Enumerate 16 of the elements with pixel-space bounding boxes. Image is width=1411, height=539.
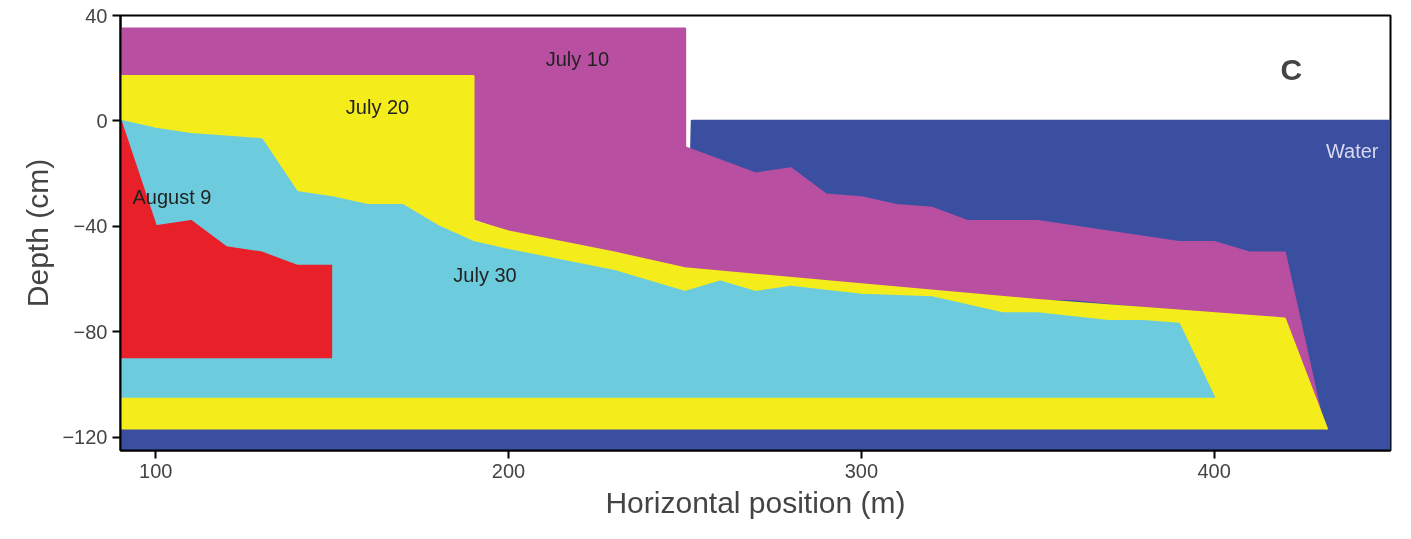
- y-tick-label: −40: [73, 215, 108, 238]
- x-tick-label: 300: [844, 459, 879, 482]
- y-tick-label: 0: [96, 109, 108, 132]
- y-tick-label: −120: [62, 426, 108, 449]
- series-label: July 20: [345, 95, 410, 118]
- x-axis-title: Horizontal position (m): [605, 485, 906, 519]
- y-axis-title: Depth (cm): [21, 158, 55, 308]
- series-label: Water: [1325, 140, 1379, 163]
- x-tick-label: 100: [139, 459, 173, 482]
- series-label: July 10: [545, 48, 610, 71]
- y-tick-label: 40: [85, 4, 108, 27]
- annotation: C: [1280, 52, 1303, 86]
- x-tick-label: 400: [1197, 459, 1231, 482]
- series-label: July 30: [453, 264, 517, 287]
- y-tick-label: −80: [73, 320, 108, 343]
- x-tick-label: 200: [491, 459, 526, 482]
